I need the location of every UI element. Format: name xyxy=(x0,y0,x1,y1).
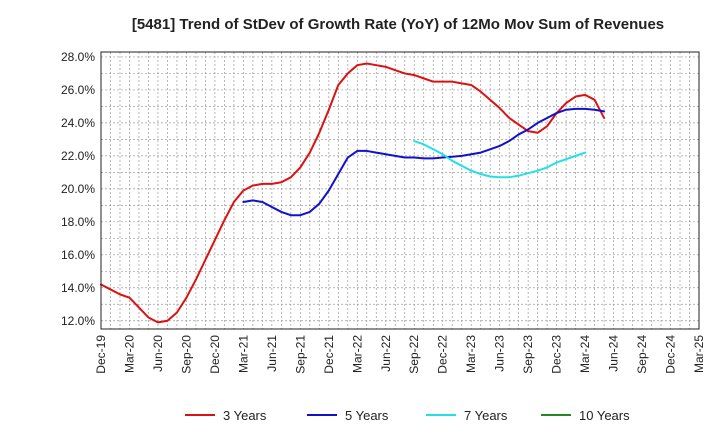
legend-label-7-years: 7 Years xyxy=(464,408,508,423)
series-lines xyxy=(100,62,606,324)
y-tick-label: 26.0% xyxy=(61,83,95,97)
x-tick-label: Sep-23 xyxy=(521,335,535,374)
y-tick-label: 16.0% xyxy=(61,248,95,262)
x-tick-label: Jun-22 xyxy=(379,335,393,372)
x-tick-label: Mar-24 xyxy=(578,335,592,373)
x-tick-label: Jun-23 xyxy=(493,335,507,372)
y-tick-label: 12.0% xyxy=(61,314,95,328)
x-tick-label: Mar-23 xyxy=(464,335,478,373)
x-tick-label: Dec-24 xyxy=(664,335,678,374)
y-tick-label: 14.0% xyxy=(61,281,95,295)
y-tick-label: 20.0% xyxy=(61,182,95,196)
series-line-7-years xyxy=(413,140,587,179)
x-tick-label: Dec-21 xyxy=(322,335,336,374)
y-tick-label: 22.0% xyxy=(61,149,95,163)
x-tick-label: Mar-20 xyxy=(122,335,136,373)
x-tick-label: Mar-25 xyxy=(692,335,706,373)
x-tick-label: Sep-21 xyxy=(293,335,307,374)
x-tick-label: Jun-24 xyxy=(607,335,621,372)
x-tick-label: Dec-20 xyxy=(208,335,222,374)
chart-title: [5481] Trend of StDev of Growth Rate (Yo… xyxy=(132,16,664,33)
legend-label-5-years: 5 Years xyxy=(345,408,389,423)
x-tick-label: Sep-22 xyxy=(407,335,421,374)
series-line-3-years xyxy=(100,62,606,324)
x-tick-label: Jun-21 xyxy=(265,335,279,372)
legend-label-10-years: 10 Years xyxy=(579,408,630,423)
series-line-5-years xyxy=(242,107,606,217)
x-axis: Dec-19 Mar-20 Jun-20 Sep-20 Dec-20 Mar-21 Jun-… xyxy=(94,335,706,374)
x-tick-label: Dec-22 xyxy=(436,335,450,374)
x-tick-label: Jun-20 xyxy=(151,335,165,372)
x-tick-label: Sep-24 xyxy=(635,335,649,374)
x-tick-label: Dec-23 xyxy=(550,335,564,374)
y-tick-label: 18.0% xyxy=(61,215,95,229)
y-tick-label: 24.0% xyxy=(61,116,95,130)
legend-label-3-years: 3 Years xyxy=(223,408,267,423)
x-tick-label: Mar-22 xyxy=(350,335,364,373)
y-axis: 12.0% 14.0% 16.0% 18.0% 20.0% 22.0% 24.0% 26.0%… xyxy=(61,50,95,328)
y-tick-label: 28.0% xyxy=(61,50,95,64)
x-tick-label: Sep-20 xyxy=(179,335,193,374)
x-tick-label: Dec-19 xyxy=(94,335,108,374)
plot-frame xyxy=(100,51,700,330)
legend: 3 Years 5 Years 7 Years 10 Years xyxy=(185,408,630,423)
x-tick-label: Mar-21 xyxy=(236,335,250,373)
plot-area xyxy=(101,52,699,329)
